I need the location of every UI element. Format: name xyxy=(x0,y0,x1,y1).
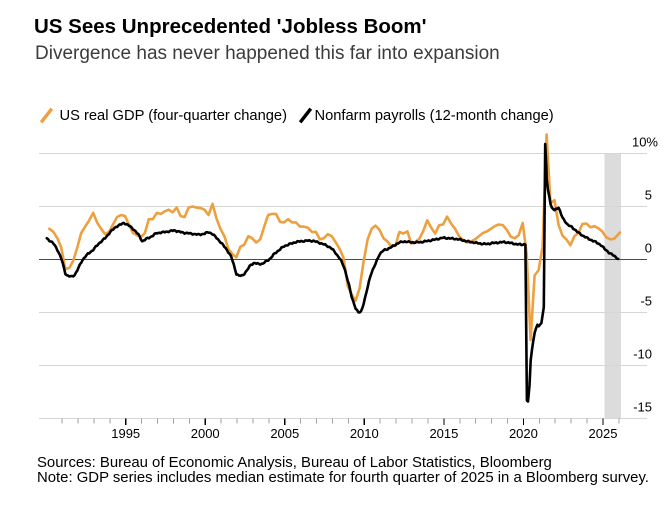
svg-text:2020: 2020 xyxy=(509,426,538,441)
svg-text:0: 0 xyxy=(645,241,652,256)
svg-text:-10: -10 xyxy=(633,347,652,362)
svg-text:2025: 2025 xyxy=(589,426,618,441)
svg-text:-5: -5 xyxy=(640,294,652,309)
svg-text:-15: -15 xyxy=(633,400,652,415)
svg-text:2010: 2010 xyxy=(350,426,379,441)
svg-text:5: 5 xyxy=(645,188,652,203)
svg-text:1995: 1995 xyxy=(111,426,140,441)
svg-text:2015: 2015 xyxy=(429,426,458,441)
svg-text:10%: 10% xyxy=(632,135,658,150)
svg-text:2000: 2000 xyxy=(191,426,220,441)
svg-text:2005: 2005 xyxy=(270,426,299,441)
